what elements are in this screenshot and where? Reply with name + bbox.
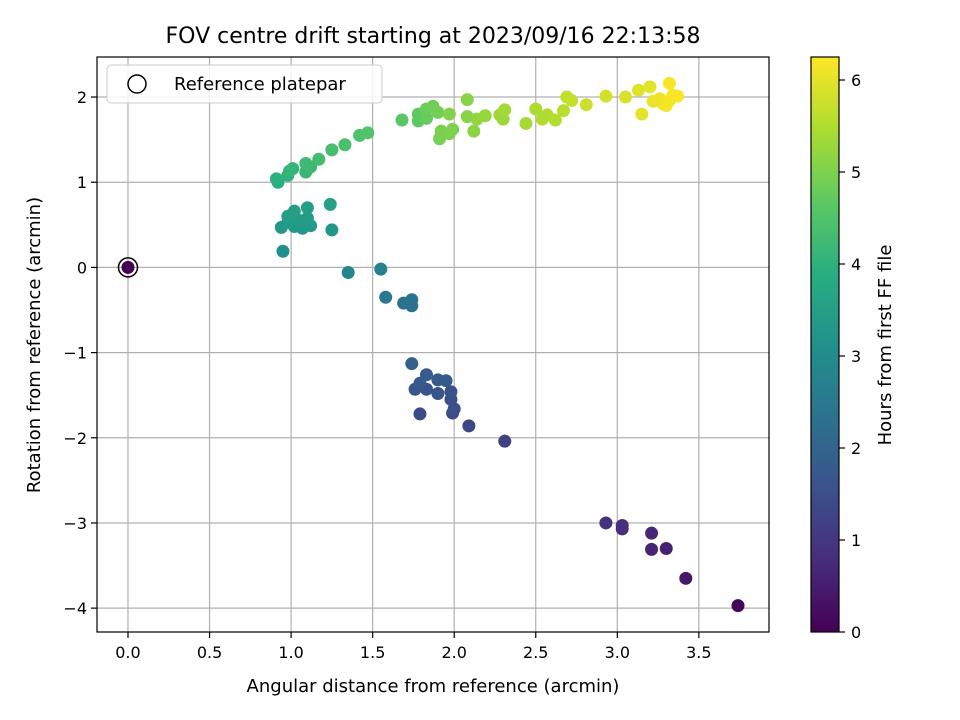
data-point (325, 143, 339, 157)
x-tick-label: 3.5 (686, 643, 711, 662)
x-axis-ticks: 0.0 0.5 1.0 1.5 2.0 2.5 3.0 3.5 (115, 632, 712, 662)
data-point (299, 156, 313, 170)
x-tick-label: 2.0 (441, 643, 466, 662)
colorbar-gradient (810, 56, 840, 633)
y-tick-label: −4 (63, 599, 87, 618)
y-tick-label: −2 (63, 429, 87, 448)
data-point (659, 542, 673, 556)
data-point (498, 434, 512, 448)
data-point (446, 122, 460, 136)
data-point (439, 374, 453, 388)
x-tick-label: 0.5 (197, 643, 222, 662)
data-point (635, 107, 649, 121)
data-point (379, 290, 393, 304)
data-point (467, 124, 481, 138)
colorbar: 0 1 2 3 4 5 6 Hours from first FF file (810, 56, 896, 642)
data-point (431, 386, 445, 400)
data-point (444, 385, 458, 399)
data-point (419, 111, 433, 125)
x-tick-label: 3.0 (605, 643, 630, 662)
data-point (498, 103, 512, 117)
colorbar-tick-label: 1 (851, 531, 861, 550)
data-point (405, 293, 419, 307)
legend-marker-icon (127, 74, 147, 94)
data-point (615, 519, 629, 533)
colorbar-tick-label: 5 (851, 163, 861, 182)
data-point (312, 152, 326, 166)
data-point (556, 104, 570, 118)
colorbar-label: Hours from first FF file (875, 245, 896, 446)
data-point (287, 204, 301, 218)
colorbar-ticks: 0 1 2 3 4 5 6 (839, 71, 861, 642)
data-point (419, 368, 433, 382)
colorbar-tick-label: 2 (851, 439, 861, 458)
y-axis-label: Rotation from reference (arcmin) (24, 197, 45, 493)
data-point (300, 201, 314, 215)
reference-point-dot (121, 260, 135, 274)
y-tick-label: 1 (77, 173, 87, 192)
data-point (413, 407, 427, 421)
data-point (643, 80, 657, 94)
data-point (671, 89, 685, 103)
colorbar-tick-label: 4 (851, 255, 861, 274)
data-point (431, 105, 445, 119)
x-tick-label: 0.0 (115, 643, 140, 662)
data-point (632, 83, 646, 97)
colorbar-tick-label: 0 (851, 623, 861, 642)
plot-frame (96, 56, 770, 633)
y-tick-label: 2 (77, 88, 87, 107)
x-tick-label: 1.5 (360, 643, 385, 662)
x-axis-label: Angular distance from reference (arcmin) (247, 676, 620, 697)
data-point (374, 262, 388, 276)
x-tick-label: 1.0 (278, 643, 303, 662)
data-point (269, 172, 283, 186)
data-point (565, 93, 579, 107)
data-point (579, 98, 593, 112)
data-point (679, 571, 693, 585)
data-point (395, 113, 409, 127)
data-point (276, 244, 290, 258)
data-point (433, 132, 447, 146)
y-tick-label: −1 (63, 344, 87, 363)
legend-box (106, 64, 383, 104)
data-point (460, 93, 474, 107)
data-point (731, 599, 745, 613)
data-point (323, 197, 337, 211)
data-point (645, 542, 659, 556)
data-point (442, 107, 456, 121)
data-point (519, 116, 533, 130)
data-point (478, 109, 492, 123)
chart-title: FOV centre drift starting at 2023/09/16 … (166, 24, 701, 49)
data-point (462, 419, 476, 433)
data-point (286, 162, 300, 176)
data-point (338, 138, 352, 152)
reference-point-ring (117, 257, 139, 278)
gridlines (97, 57, 769, 632)
data-point (341, 266, 355, 280)
y-axis-ticks: −4 −3 −2 −1 0 1 2 (63, 88, 97, 618)
data-point (663, 76, 677, 90)
y-tick-label: 0 (77, 258, 87, 277)
y-tick-label: −3 (63, 514, 87, 533)
colorbar-tick-label: 3 (851, 347, 861, 366)
colorbar-tick-label: 6 (851, 71, 861, 90)
plot-area: 0.0 0.5 1.0 1.5 2.0 2.5 3.0 3.5 −4 −3 −2 −1 0 1 2 (63, 56, 770, 662)
data-point (548, 113, 562, 127)
data-points (117, 76, 745, 613)
data-point (460, 110, 474, 124)
data-point (300, 211, 314, 225)
data-point (529, 102, 543, 116)
legend: Reference platepar (106, 64, 383, 104)
data-point (325, 223, 339, 237)
data-point (361, 126, 375, 140)
data-point (405, 357, 419, 371)
x-tick-label: 2.5 (523, 643, 548, 662)
data-point (599, 516, 613, 530)
data-point (618, 90, 632, 104)
data-point (645, 526, 659, 540)
legend-entry-reference: Reference platepar (174, 74, 346, 95)
data-point (599, 89, 613, 103)
